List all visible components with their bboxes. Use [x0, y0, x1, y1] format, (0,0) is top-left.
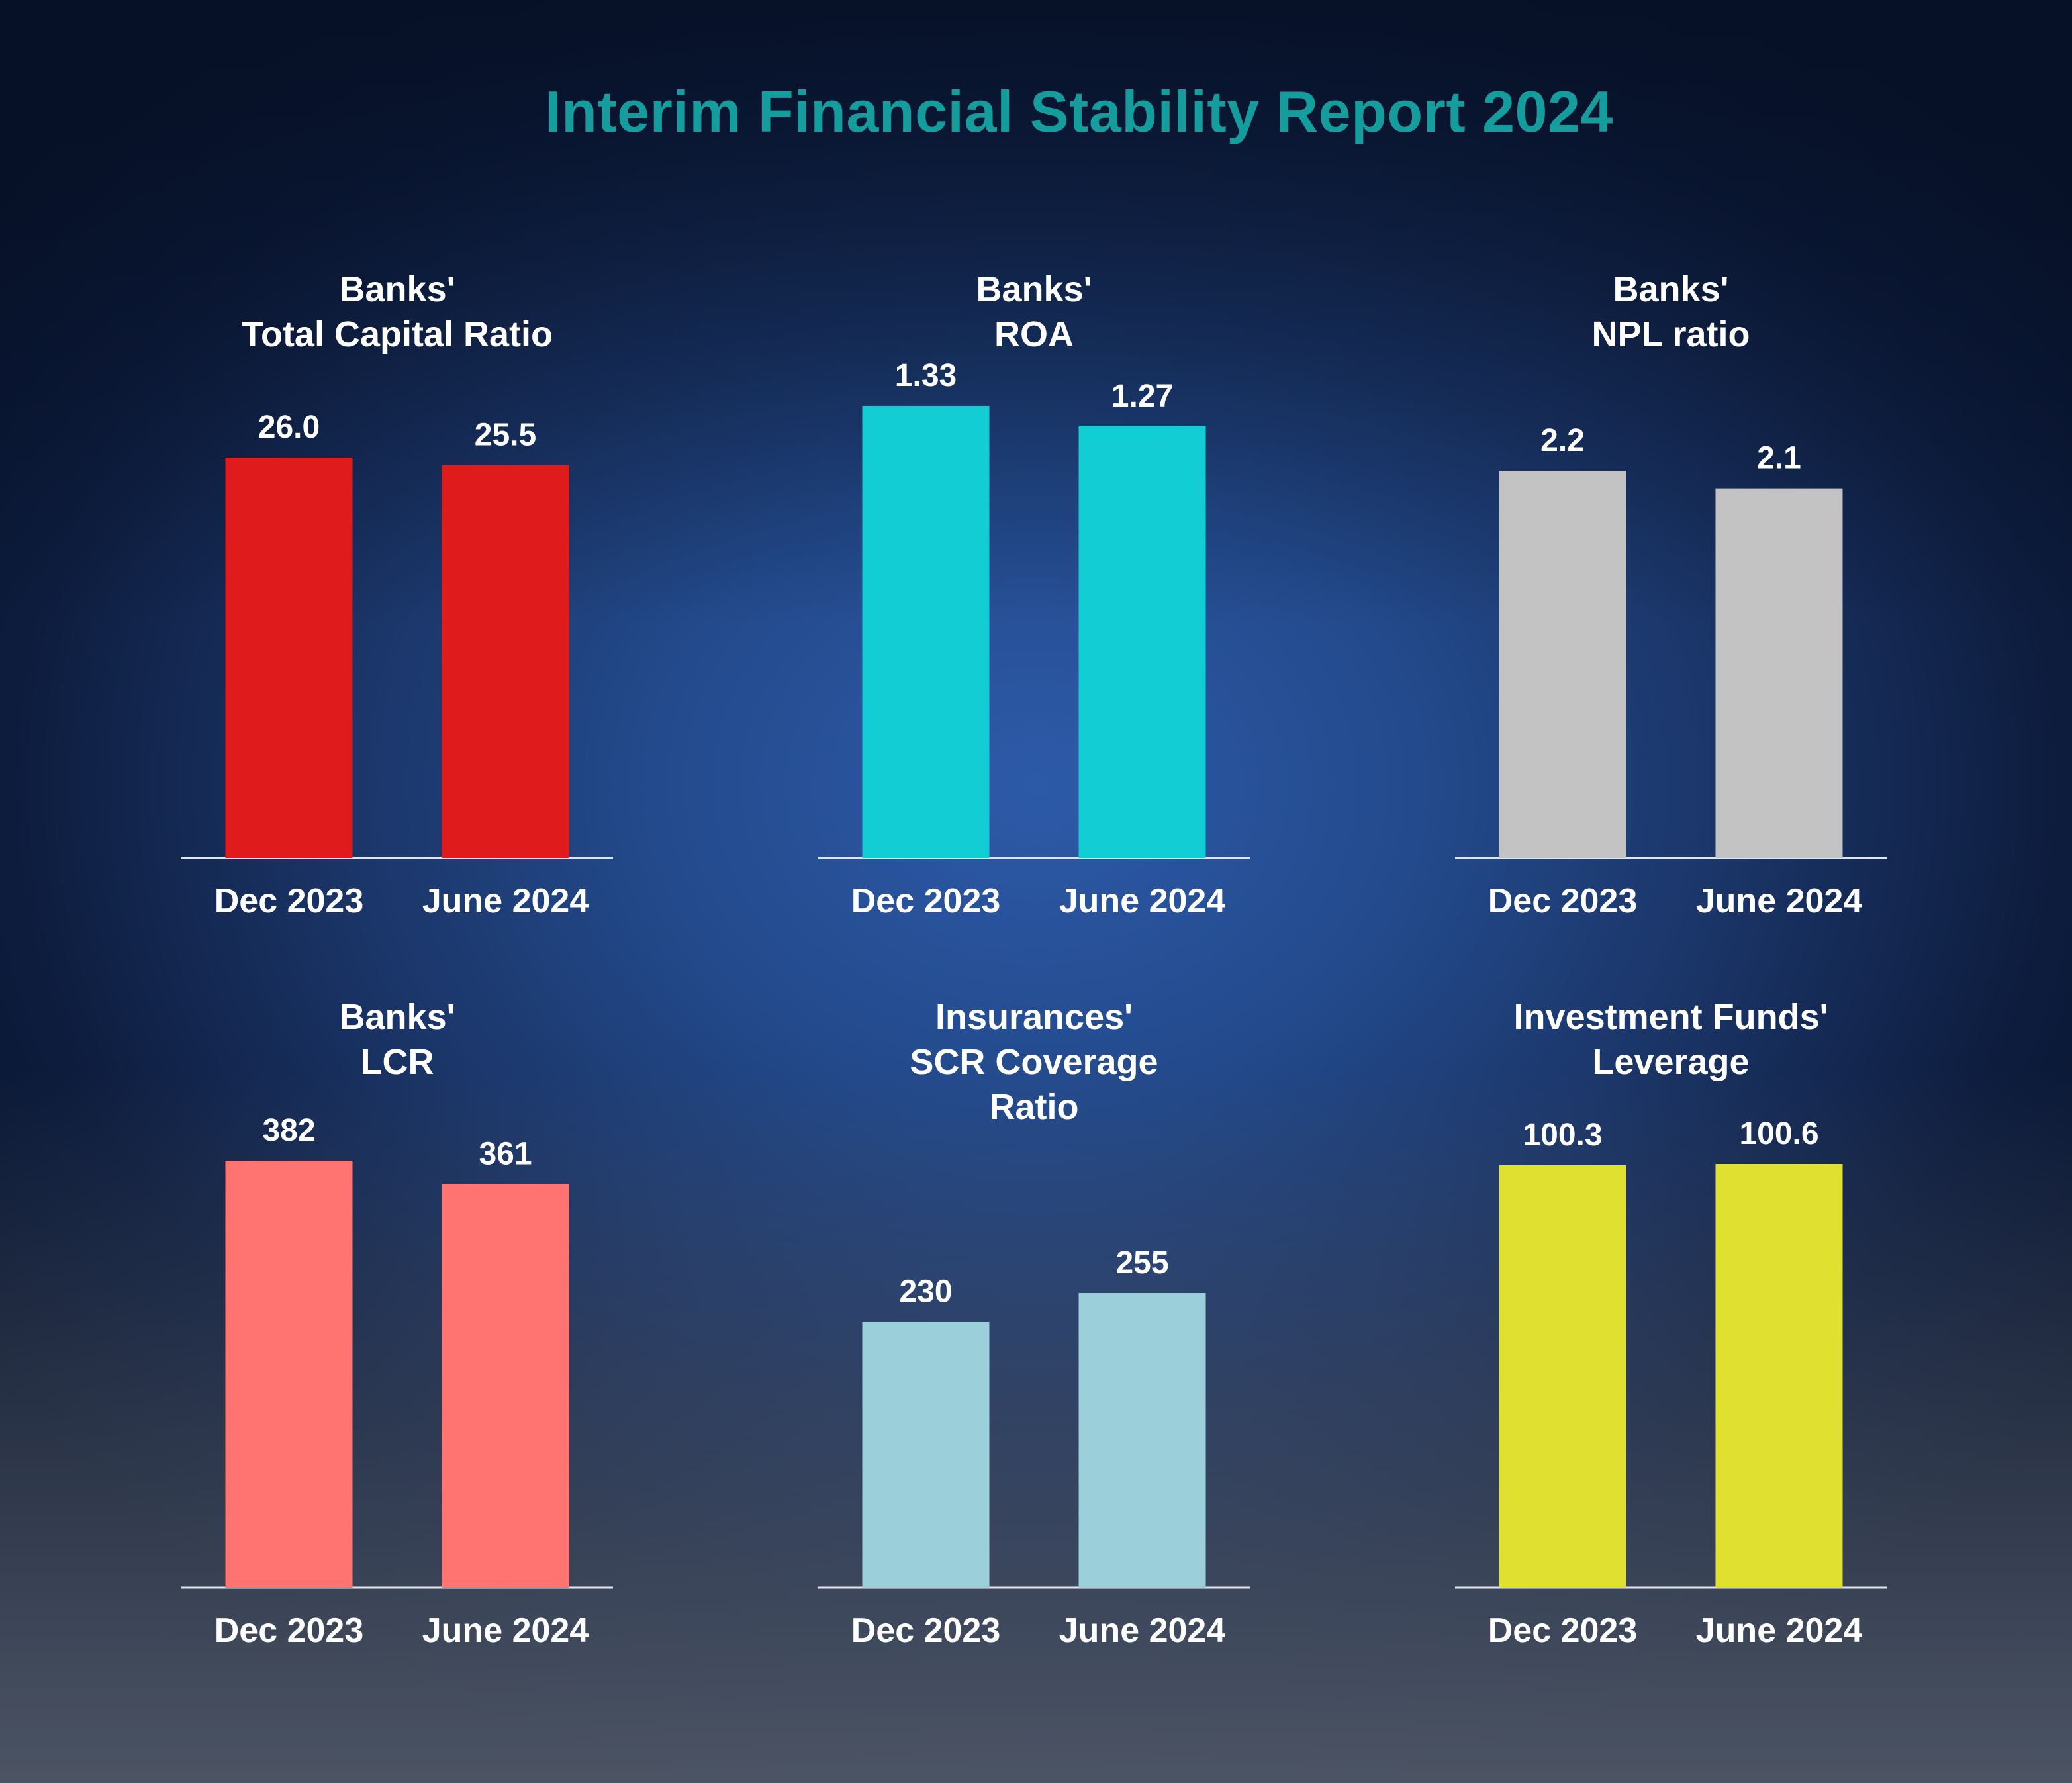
bar: [1715, 488, 1843, 858]
data-label: 382: [262, 1113, 315, 1148]
category-label: June 2024: [1059, 882, 1226, 920]
chart-title-line: Banks': [340, 269, 455, 309]
data-label: 100.3: [1523, 1118, 1602, 1153]
chart-panel: Banks' ROA 1.33 Dec 2023 1.27 June 2024: [818, 269, 1250, 920]
chart-title-line: Leverage: [1592, 1042, 1749, 1082]
bar: [225, 458, 353, 858]
chart-title-line: Banks': [976, 269, 1092, 309]
bar: [442, 1184, 569, 1588]
data-label: 26.0: [258, 410, 320, 445]
chart-title-line: Insurances': [935, 997, 1133, 1037]
data-label: 1.33: [895, 358, 957, 393]
category-label: Dec 2023: [1488, 1612, 1638, 1650]
category-label: June 2024: [422, 882, 589, 920]
chart-panel: Insurances' SCR Coverage Ratio 230 Dec 2023 2…: [818, 997, 1250, 1650]
chart-panel: Investment Funds' Leverage 100.3 Dec 2023 10…: [1455, 997, 1887, 1650]
chart-title-line: Banks': [340, 997, 455, 1037]
bar: [862, 406, 990, 858]
chart-panel: Banks' NPL ratio 2.2 Dec 2023 2.1 June 2024: [1455, 269, 1887, 920]
bar: [1499, 1165, 1626, 1588]
category-label: Dec 2023: [851, 882, 1001, 920]
chart-title-line: Investment Funds': [1514, 997, 1828, 1037]
chart-title-line: NPL ratio: [1591, 314, 1750, 354]
bar: [862, 1322, 990, 1588]
chart-title-line: Total Capital Ratio: [242, 314, 553, 354]
category-label: June 2024: [422, 1612, 589, 1650]
page-title: Interim Financial Stability Report 2024: [545, 79, 1613, 144]
category-label: Dec 2023: [1488, 882, 1638, 920]
bar: [1078, 1293, 1206, 1588]
category-label: June 2024: [1059, 1612, 1226, 1650]
data-label: 230: [899, 1275, 952, 1310]
chart-title-line: LCR: [361, 1042, 434, 1082]
data-label: 1.27: [1111, 379, 1173, 414]
category-label: June 2024: [1696, 882, 1863, 920]
chart-panel: Banks' LCR 382 Dec 2023 361 June 2024: [181, 997, 613, 1650]
data-label: 255: [1115, 1245, 1168, 1280]
data-label: 2.2: [1540, 423, 1585, 458]
data-label: 2.1: [1757, 441, 1801, 476]
category-label: June 2024: [1696, 1612, 1863, 1650]
data-label: 100.6: [1739, 1116, 1818, 1151]
bar: [1499, 471, 1626, 858]
category-label: Dec 2023: [851, 1612, 1001, 1650]
bar: [442, 465, 569, 858]
bar: [1078, 426, 1206, 858]
bar: [1715, 1164, 1843, 1588]
chart-title-line: Banks': [1613, 269, 1729, 309]
bar: [225, 1161, 353, 1588]
chart-title-line: SCR Coverage: [910, 1042, 1158, 1082]
data-label: 25.5: [475, 418, 536, 453]
chart-panel: Banks' Total Capital Ratio 26.0 Dec 2023 25.…: [181, 269, 613, 920]
chart-title-line: ROA: [994, 314, 1074, 354]
data-label: 361: [479, 1136, 532, 1171]
category-label: Dec 2023: [214, 1612, 364, 1650]
category-label: Dec 2023: [214, 882, 364, 920]
chart-title-line: Ratio: [990, 1087, 1079, 1127]
